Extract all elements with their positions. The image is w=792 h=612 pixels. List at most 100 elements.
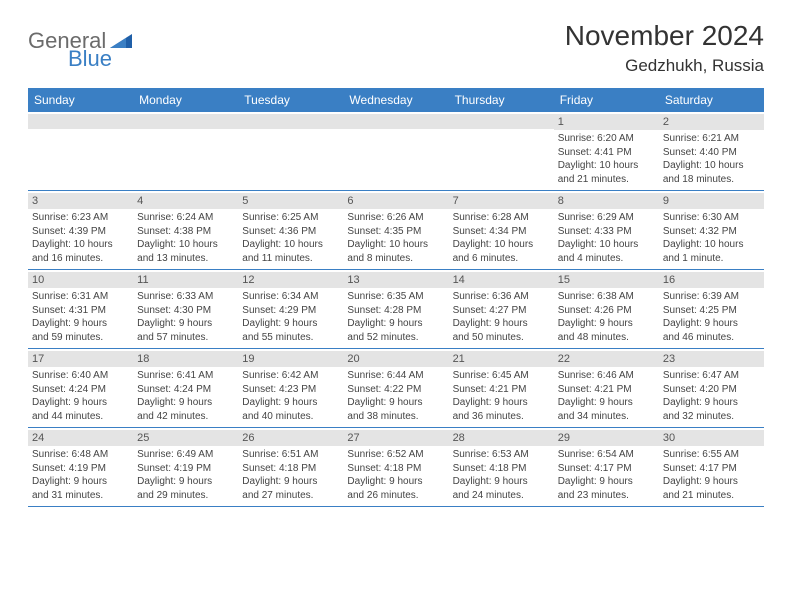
day-cell: 15Sunrise: 6:38 AMSunset: 4:26 PMDayligh…: [554, 270, 659, 348]
day-line-sr: Sunrise: 6:34 AM: [242, 290, 339, 304]
day-cell: [449, 112, 554, 190]
logo-text-blue: Blue: [68, 46, 112, 72]
day-details: Sunrise: 6:49 AMSunset: 4:19 PMDaylight:…: [137, 448, 234, 502]
day-cell: [238, 112, 343, 190]
day-line-dl1: Daylight: 10 hours: [663, 238, 760, 252]
title-block: November 2024 Gedzhukh, Russia: [565, 20, 764, 76]
day-details: Sunrise: 6:30 AMSunset: 4:32 PMDaylight:…: [663, 211, 760, 265]
day-line-dl2: and 50 minutes.: [453, 331, 550, 345]
day-cell: 8Sunrise: 6:29 AMSunset: 4:33 PMDaylight…: [554, 191, 659, 269]
day-line-ss: Sunset: 4:40 PM: [663, 146, 760, 160]
day-line-dl2: and 8 minutes.: [347, 252, 444, 266]
month-title: November 2024: [565, 20, 764, 52]
day-cell: 17Sunrise: 6:40 AMSunset: 4:24 PMDayligh…: [28, 349, 133, 427]
day-details: Sunrise: 6:34 AMSunset: 4:29 PMDaylight:…: [242, 290, 339, 344]
day-line-ss: Sunset: 4:18 PM: [347, 462, 444, 476]
weekday-friday: Friday: [554, 88, 659, 112]
day-line-sr: Sunrise: 6:49 AM: [137, 448, 234, 462]
day-line-sr: Sunrise: 6:42 AM: [242, 369, 339, 383]
day-line-sr: Sunrise: 6:38 AM: [558, 290, 655, 304]
day-details: Sunrise: 6:42 AMSunset: 4:23 PMDaylight:…: [242, 369, 339, 423]
day-cell: 28Sunrise: 6:53 AMSunset: 4:18 PMDayligh…: [449, 428, 554, 506]
weekday-monday: Monday: [133, 88, 238, 112]
day-line-dl2: and 59 minutes.: [32, 331, 129, 345]
day-line-dl1: Daylight: 9 hours: [453, 396, 550, 410]
day-number: 7: [449, 193, 554, 209]
day-cell: 18Sunrise: 6:41 AMSunset: 4:24 PMDayligh…: [133, 349, 238, 427]
day-number: 22: [554, 351, 659, 367]
day-number: [449, 114, 554, 129]
day-line-sr: Sunrise: 6:54 AM: [558, 448, 655, 462]
day-line-dl1: Daylight: 10 hours: [663, 159, 760, 173]
day-line-ss: Sunset: 4:17 PM: [663, 462, 760, 476]
day-number: [28, 114, 133, 129]
day-line-ss: Sunset: 4:27 PM: [453, 304, 550, 318]
day-details: Sunrise: 6:55 AMSunset: 4:17 PMDaylight:…: [663, 448, 760, 502]
day-details: Sunrise: 6:26 AMSunset: 4:35 PMDaylight:…: [347, 211, 444, 265]
day-line-ss: Sunset: 4:28 PM: [347, 304, 444, 318]
day-line-dl1: Daylight: 10 hours: [242, 238, 339, 252]
day-cell: 13Sunrise: 6:35 AMSunset: 4:28 PMDayligh…: [343, 270, 448, 348]
day-cell: 11Sunrise: 6:33 AMSunset: 4:30 PMDayligh…: [133, 270, 238, 348]
day-cell: 6 Sunrise: 6:26 AMSunset: 4:35 PMDaylight…: [343, 191, 448, 269]
day-line-ss: Sunset: 4:36 PM: [242, 225, 339, 239]
day-cell: 2Sunrise: 6:21 AMSunset: 4:40 PMDaylight…: [659, 112, 764, 190]
day-cell: 26Sunrise: 6:51 AMSunset: 4:18 PMDayligh…: [238, 428, 343, 506]
day-cell: 12Sunrise: 6:34 AMSunset: 4:29 PMDayligh…: [238, 270, 343, 348]
day-line-dl2: and 38 minutes.: [347, 410, 444, 424]
day-line-ss: Sunset: 4:18 PM: [453, 462, 550, 476]
day-details: Sunrise: 6:20 AMSunset: 4:41 PMDaylight:…: [558, 132, 655, 186]
day-line-dl1: Daylight: 9 hours: [242, 317, 339, 331]
day-line-sr: Sunrise: 6:40 AM: [32, 369, 129, 383]
weekday-sunday: Sunday: [28, 88, 133, 112]
day-cell: [343, 112, 448, 190]
day-line-dl2: and 48 minutes.: [558, 331, 655, 345]
day-number: 19: [238, 351, 343, 367]
day-line-ss: Sunset: 4:25 PM: [663, 304, 760, 318]
day-line-dl2: and 1 minute.: [663, 252, 760, 266]
day-cell: 22Sunrise: 6:46 AMSunset: 4:21 PMDayligh…: [554, 349, 659, 427]
day-line-dl2: and 4 minutes.: [558, 252, 655, 266]
day-line-ss: Sunset: 4:19 PM: [32, 462, 129, 476]
day-cell: 29Sunrise: 6:54 AMSunset: 4:17 PMDayligh…: [554, 428, 659, 506]
day-line-sr: Sunrise: 6:45 AM: [453, 369, 550, 383]
day-line-dl1: Daylight: 10 hours: [137, 238, 234, 252]
day-line-ss: Sunset: 4:26 PM: [558, 304, 655, 318]
weekday-wednesday: Wednesday: [343, 88, 448, 112]
day-number: 18: [133, 351, 238, 367]
day-number: 21: [449, 351, 554, 367]
day-number: 25: [133, 430, 238, 446]
location-text: Gedzhukh, Russia: [565, 56, 764, 76]
day-line-ss: Sunset: 4:30 PM: [137, 304, 234, 318]
day-details: Sunrise: 6:23 AMSunset: 4:39 PMDaylight:…: [32, 211, 129, 265]
day-cell: 14Sunrise: 6:36 AMSunset: 4:27 PMDayligh…: [449, 270, 554, 348]
day-line-sr: Sunrise: 6:35 AM: [347, 290, 444, 304]
day-cell: 20Sunrise: 6:44 AMSunset: 4:22 PMDayligh…: [343, 349, 448, 427]
day-cell: 25 Sunrise: 6:49 AMSunset: 4:19 PMDayligh…: [133, 428, 238, 506]
day-line-sr: Sunrise: 6:47 AM: [663, 369, 760, 383]
day-number: 26: [238, 430, 343, 446]
day-line-sr: Sunrise: 6:41 AM: [137, 369, 234, 383]
day-number: 6: [343, 193, 448, 209]
day-line-dl1: Daylight: 10 hours: [453, 238, 550, 252]
day-details: Sunrise: 6:48 AMSunset: 4:19 PMDaylight:…: [32, 448, 129, 502]
day-line-dl1: Daylight: 9 hours: [347, 396, 444, 410]
day-line-ss: Sunset: 4:20 PM: [663, 383, 760, 397]
day-line-ss: Sunset: 4:24 PM: [32, 383, 129, 397]
day-line-dl2: and 6 minutes.: [453, 252, 550, 266]
day-cell: [28, 112, 133, 190]
day-line-ss: Sunset: 4:32 PM: [663, 225, 760, 239]
day-details: Sunrise: 6:31 AMSunset: 4:31 PMDaylight:…: [32, 290, 129, 344]
calendar-page: General Blue November 2024 Gedzhukh, Rus…: [0, 0, 792, 527]
day-details: Sunrise: 6:24 AMSunset: 4:38 PMDaylight:…: [137, 211, 234, 265]
day-line-sr: Sunrise: 6:55 AM: [663, 448, 760, 462]
day-line-dl2: and 26 minutes.: [347, 489, 444, 503]
week-row: 10Sunrise: 6:31 AMSunset: 4:31 PMDayligh…: [28, 270, 764, 349]
day-line-sr: Sunrise: 6:33 AM: [137, 290, 234, 304]
day-line-dl1: Daylight: 9 hours: [558, 317, 655, 331]
day-details: Sunrise: 6:47 AMSunset: 4:20 PMDaylight:…: [663, 369, 760, 423]
day-line-dl1: Daylight: 9 hours: [32, 317, 129, 331]
day-number: [343, 114, 448, 129]
weekday-tuesday: Tuesday: [238, 88, 343, 112]
day-line-dl2: and 46 minutes.: [663, 331, 760, 345]
